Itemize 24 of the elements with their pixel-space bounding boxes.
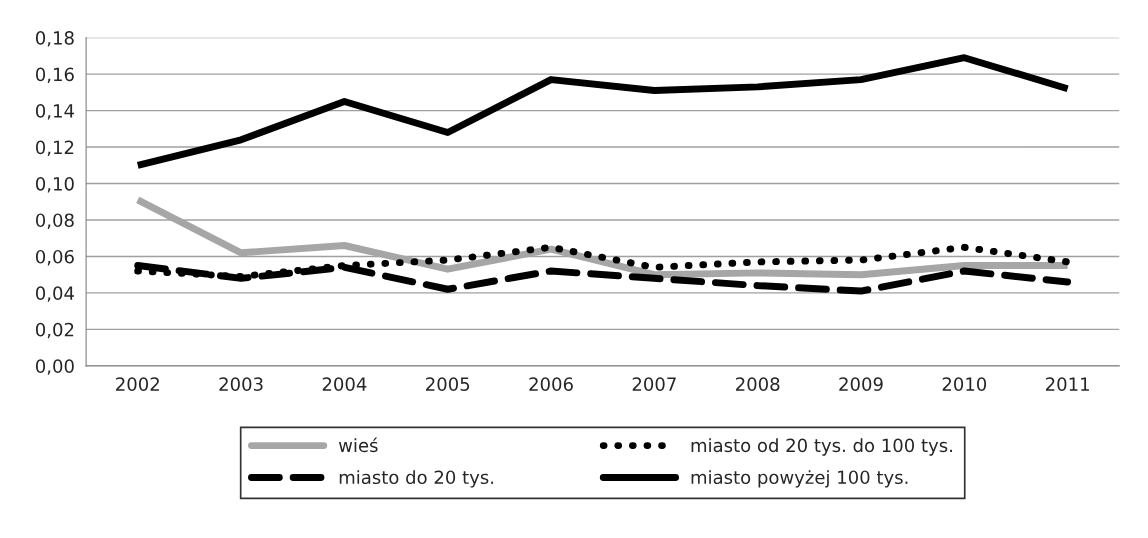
x-tick-label: 2011 (1045, 377, 1089, 391)
y-tick-label: 0,00 (35, 359, 74, 375)
x-tick-label: 2008 (736, 377, 780, 391)
x-tick-label: 2005 (426, 377, 470, 391)
y-tick-label: 0,04 (35, 286, 74, 302)
x-tick-label: 2009 (839, 377, 883, 391)
legend-label: miasto od 20 tys. do 100 tys. (691, 438, 952, 456)
x-tick-label: 2002 (116, 377, 159, 391)
x-tick-label: 2006 (529, 377, 573, 391)
legend-label: miasto do 20 tys. (339, 470, 494, 488)
x-tick-label: 2007 (632, 377, 676, 391)
legend-label: wieś (338, 437, 378, 453)
y-tick-label: 0,02 (35, 322, 74, 339)
x-tick-label: 2004 (322, 377, 367, 391)
x-tick-label: 2010 (942, 377, 987, 391)
y-tick-label: 0,06 (35, 249, 74, 266)
y-tick-label: 0,12 (35, 140, 74, 157)
y-tick-label: 0,14 (35, 104, 74, 120)
legend-label: miasto powyżej 100 tys. (691, 470, 908, 488)
y-tick-label: 0,08 (35, 213, 74, 229)
y-tick-label: 0,16 (35, 67, 74, 84)
y-tick-label: 0,10 (35, 176, 74, 193)
x-tick-label: 2003 (219, 377, 263, 391)
y-tick-label: 0,18 (35, 31, 74, 47)
